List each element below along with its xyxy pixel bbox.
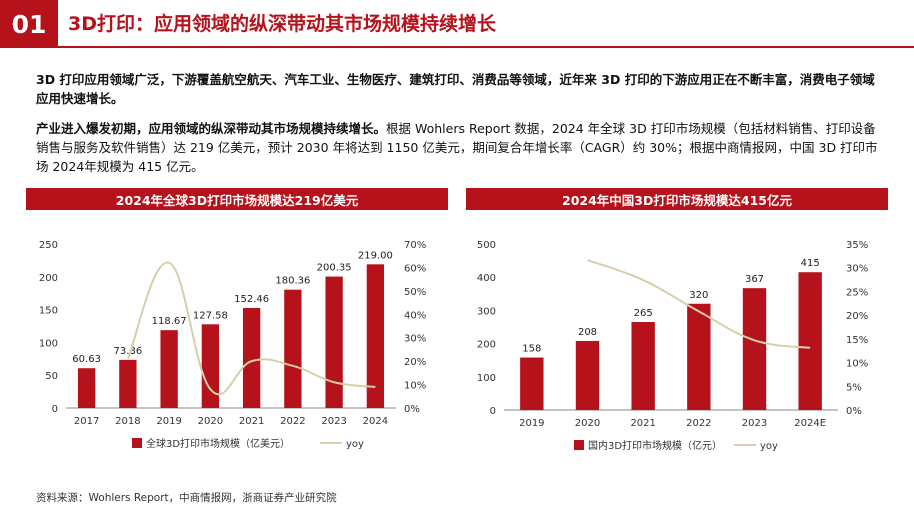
bar: [742, 288, 767, 410]
y-left-tick: 0: [52, 404, 58, 415]
y-left-tick: 500: [477, 240, 496, 251]
y-right-tick: 20%: [846, 311, 868, 322]
legend-label-bar: 国内3D打印市场规模（亿元）: [588, 439, 722, 452]
bar-value-label: 118.67: [152, 316, 187, 327]
y-left-tick: 200: [39, 273, 58, 284]
x-tick-label: 2024: [363, 416, 388, 427]
bar: [575, 340, 600, 410]
x-tick-label: 2023: [321, 416, 346, 427]
y-left-tick: 400: [477, 273, 496, 284]
y-left-tick: 150: [39, 306, 58, 317]
bar: [284, 289, 302, 408]
x-tick-label: 2022: [280, 416, 305, 427]
paragraph-1-bold: 3D 打印应用领域广泛，下游覆盖航空航天、汽车工业、生物医疗、建筑打印、消费品等…: [36, 72, 875, 106]
paragraph-2-bold: 产业进入爆发初期，应用领域的纵深带动其市场规模持续增长。: [36, 121, 387, 136]
bar-value-label: 367: [745, 274, 764, 285]
paragraph-2-text: 根据 Wohlers Report 数据，2024 年全球 3D 打印市场规模（…: [36, 121, 878, 174]
y-right-tick: 30%: [404, 334, 426, 345]
x-tick-label: 2019: [156, 416, 181, 427]
bar: [119, 359, 137, 408]
y-right-tick: 40%: [404, 310, 426, 321]
bar-value-label: 208: [578, 327, 597, 338]
bar: [77, 368, 96, 408]
y-left-tick: 100: [39, 338, 58, 349]
bar: [366, 264, 385, 408]
yoy-line: [126, 261, 376, 396]
bar-value-label: 320: [689, 290, 708, 301]
x-tick-label: 2018: [115, 416, 140, 427]
bar: [798, 272, 822, 410]
y-right-tick: 10%: [404, 381, 426, 392]
legend-swatch-bar: [574, 440, 584, 450]
chart-global: 0 50 100 150 200 250 0% 10% 20% 30% 40% 50% 60% 70% 60…: [39, 240, 426, 450]
section-number: 01: [0, 0, 58, 48]
y-left-tick: 0: [490, 406, 496, 417]
chart-2-title: 2024年中国3D打印市场规模达415亿元: [466, 188, 888, 210]
x-tick-label: 2021: [239, 416, 264, 427]
bar-value-label: 265: [634, 308, 653, 319]
yoy-line: [587, 259, 811, 349]
source-note: 资料来源：Wohlers Report，中商情报网，浙商证券产业研究院: [36, 492, 337, 504]
bar-value-label: 200.35: [317, 263, 352, 274]
bar: [631, 322, 655, 410]
bar-value-label: 158: [522, 344, 541, 355]
x-tick-label: 2020: [575, 418, 600, 429]
x-tick-label: 2021: [630, 418, 655, 429]
legend-swatch-bar: [132, 438, 142, 448]
bar-value-label: 73.36: [114, 346, 143, 357]
y-right-tick: 5%: [846, 382, 862, 393]
y-right-tick: 0%: [404, 404, 420, 415]
legend-label-line: yoy: [346, 439, 364, 450]
chart-1-title: 2024年全球3D打印市场规模达219亿美元: [26, 188, 448, 210]
bar-value-label: 60.63: [72, 354, 101, 365]
legend-label-bar: 全球3D打印市场规模（亿美元）: [146, 437, 290, 450]
y-right-tick: 20%: [404, 357, 426, 368]
x-tick-label: 2020: [198, 416, 223, 427]
bar-value-label: 127.58: [193, 310, 228, 321]
title-bar: [58, 0, 914, 48]
y-left-tick: 300: [477, 306, 496, 317]
x-tick-label: 2022: [686, 418, 711, 429]
y-right-tick: 10%: [846, 359, 868, 370]
x-tick-label: 2023: [742, 418, 767, 429]
y-right-tick: 0%: [846, 406, 862, 417]
legend-label-line: yoy: [760, 441, 778, 452]
y-left-tick: 250: [39, 240, 58, 251]
bar-value-label: 152.46: [234, 294, 269, 305]
y-right-tick: 15%: [846, 335, 868, 346]
y-right-tick: 50%: [404, 287, 426, 298]
bar: [242, 307, 261, 408]
x-tick-label: 2017: [74, 416, 99, 427]
y-left-tick: 100: [477, 373, 496, 384]
bar-value-label: 180.36: [275, 276, 310, 287]
x-tick-label: 2019: [519, 418, 544, 429]
y-right-tick: 35%: [846, 240, 868, 251]
x-tick-label: 2024E: [794, 418, 826, 429]
bar: [160, 330, 178, 408]
y-right-tick: 25%: [846, 287, 868, 298]
bar: [520, 357, 544, 410]
y-right-tick: 60%: [404, 263, 426, 274]
bar: [325, 276, 343, 408]
chart-china: 0 100 200 300 400 500 0% 5% 10% 15% 20% 25% 30% 35% 15…: [477, 240, 868, 452]
bar: [201, 324, 220, 408]
bar-value-label: 219.00: [358, 250, 393, 261]
paragraph-2: 产业进入爆发初期，应用领域的纵深带动其市场规模持续增长。根据 Wohlers R…: [36, 119, 882, 176]
y-right-tick: 30%: [846, 264, 868, 275]
bar-value-label: 415: [801, 258, 820, 269]
y-left-tick: 50: [45, 371, 58, 382]
bar: [687, 303, 711, 410]
page-title: 3D打印：应用领域的纵深带动其市场规模持续增长: [68, 13, 496, 35]
y-right-tick: 70%: [404, 240, 426, 251]
y-left-tick: 200: [477, 340, 496, 351]
paragraph-1: 3D 打印应用领域广泛，下游覆盖航空航天、汽车工业、生物医疗、建筑打印、消费品等…: [36, 70, 882, 108]
